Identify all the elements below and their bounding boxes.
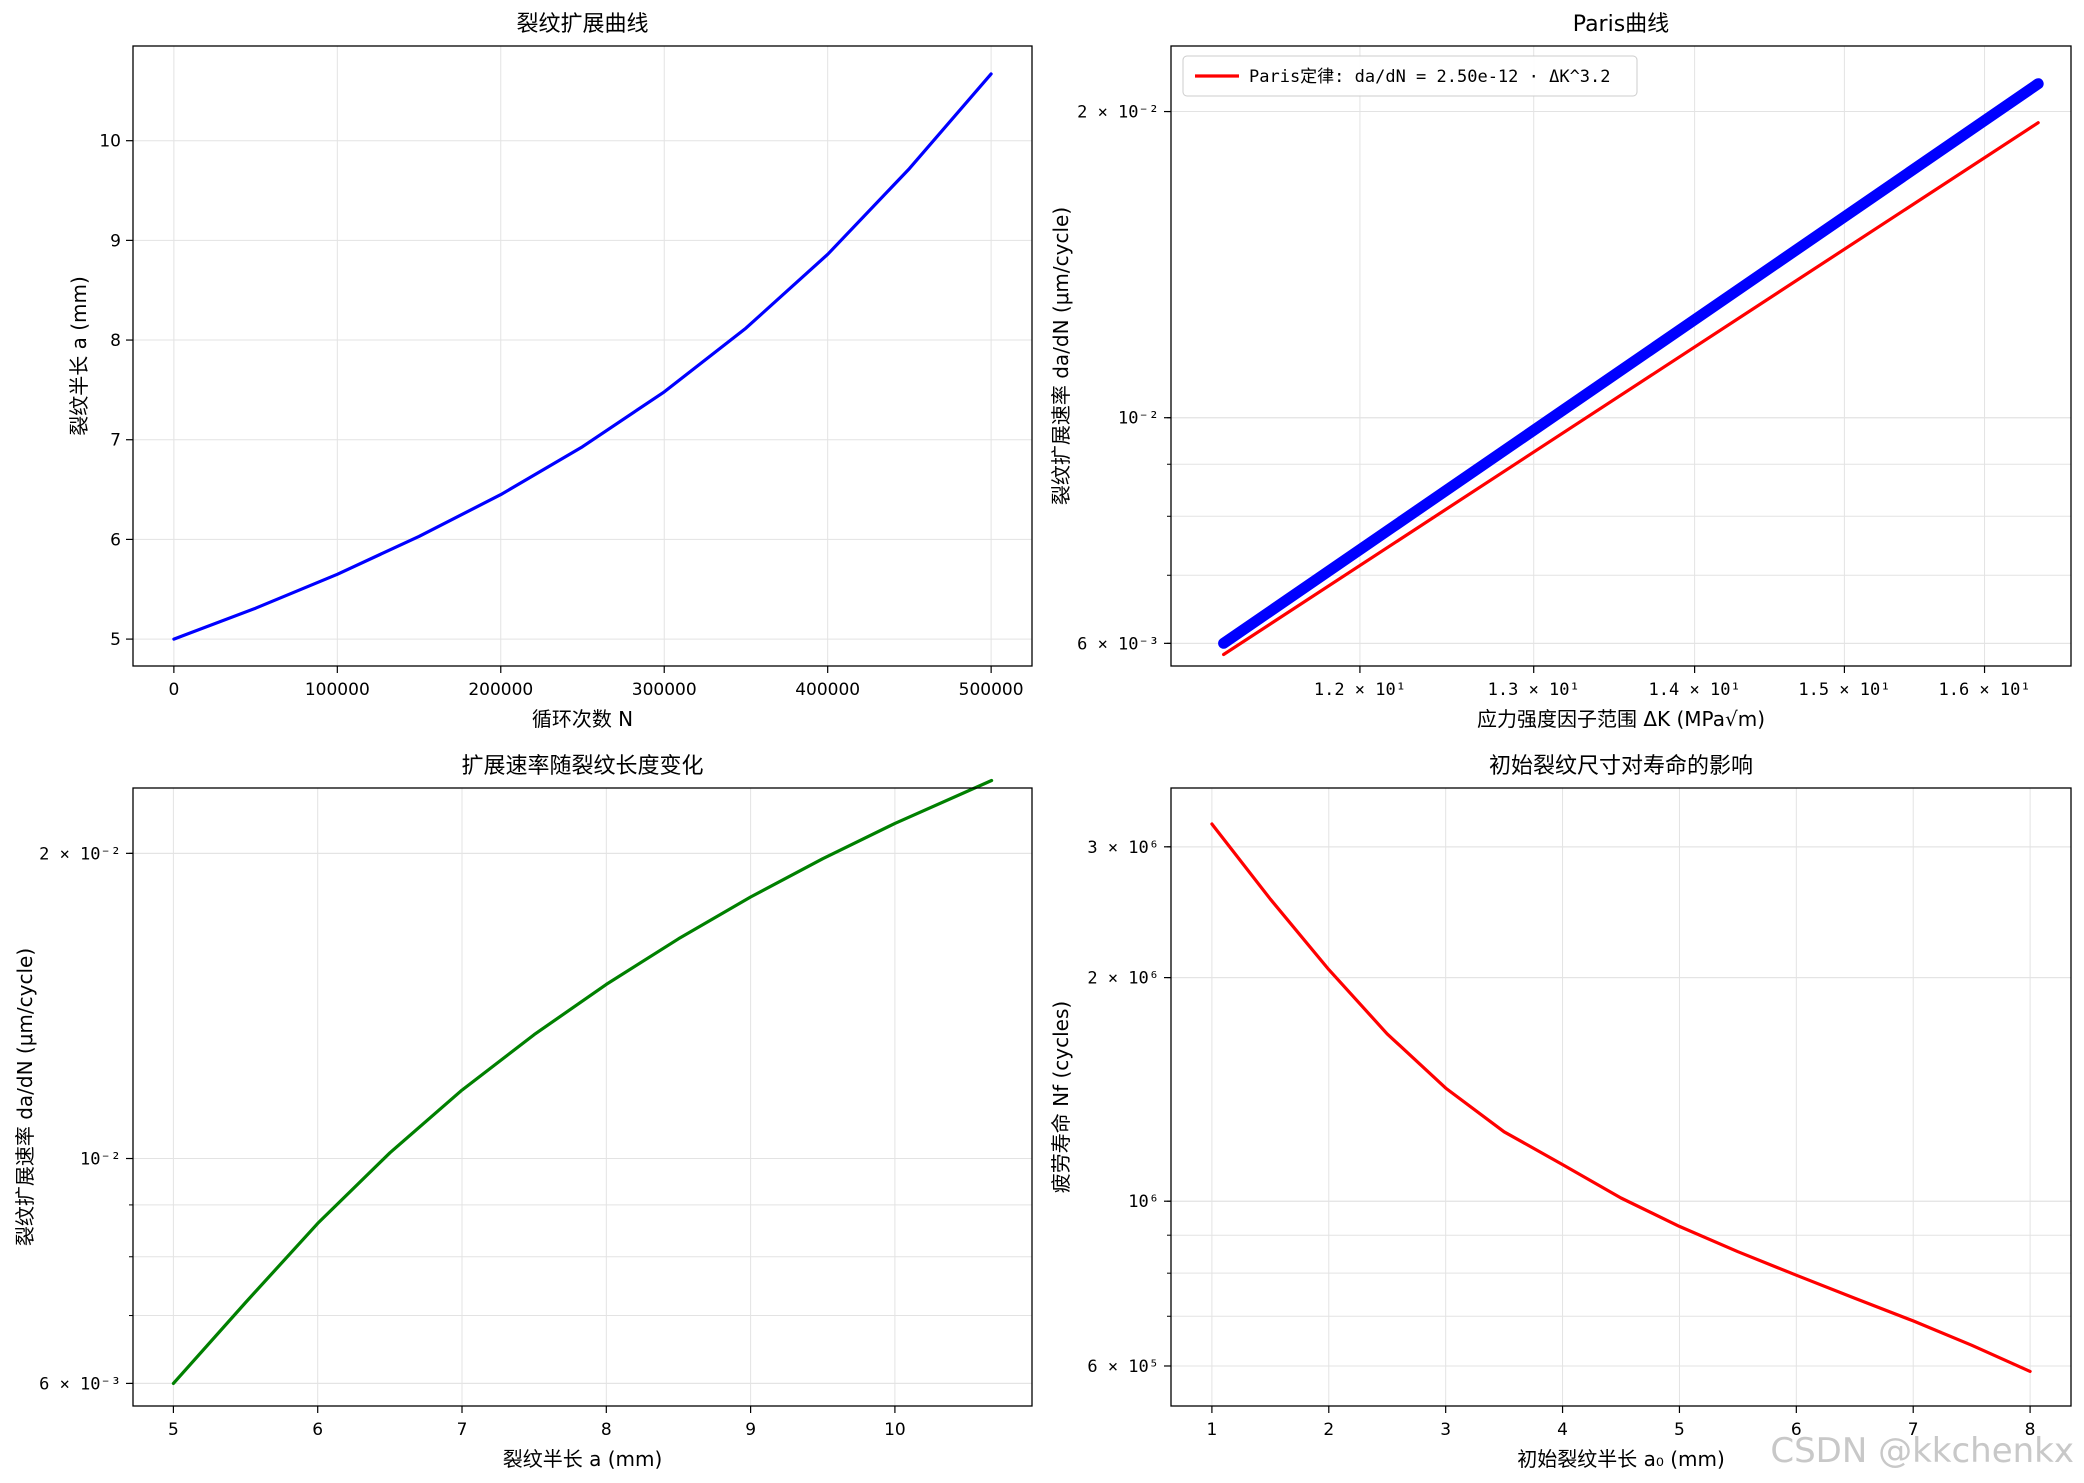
chart-panel-2: 1.2 × 10¹ 1.3 × 10¹ 1.4 × 10¹ 1.5 × 10¹ 1.6 … [1049, 12, 2072, 731]
tick-label-x: 6 [1791, 1420, 1802, 1440]
tick-label-y: 2 × 10⁶ [1087, 969, 1159, 989]
tick-label-y: 10⁻² [1118, 409, 1159, 429]
tick-label-x: 100000 [305, 680, 370, 700]
tick-label-x: 8 [601, 1420, 612, 1440]
watermark-text: CSDN @kkchenkx [1770, 1431, 2074, 1471]
tick-label-x: 2 [1323, 1420, 1334, 1440]
tick-label-x: 1.6 × 10¹ [1938, 680, 2030, 700]
chart-panel-1: 0 100000 200000 300000 400000 500000 5 6 7 8 9 10 裂纹… [67, 12, 1033, 731]
plot-frame [132, 787, 1033, 1407]
tick-label-x: 1.5 × 10¹ [1798, 680, 1890, 700]
tick-label-x: 5 [1674, 1420, 1685, 1440]
tick-label-x: 5 [168, 1420, 179, 1440]
x-axis-label: 裂纹半长 a (mm) [503, 1447, 663, 1471]
tick-label-y: 7 [110, 431, 121, 451]
tick-label-y: 5 [110, 630, 121, 650]
tick-label-x: 3 [1440, 1420, 1451, 1440]
x-axis-label: 初始裂纹半长 a₀ (mm) [1517, 1447, 1725, 1471]
plot-frame [132, 45, 1033, 667]
tick-label-y: 6 × 10⁻³ [39, 1374, 121, 1394]
tick-label-x: 200000 [468, 680, 533, 700]
tick-label-x: 400000 [795, 680, 860, 700]
tick-label-x: 8 [2025, 1420, 2036, 1440]
tick-label-x: 0 [168, 680, 179, 700]
tick-label-y: 10⁻² [80, 1150, 121, 1170]
tick-label-x: 1.4 × 10¹ [1649, 680, 1741, 700]
tick-label-x: 4 [1557, 1420, 1568, 1440]
series-line-1 [1222, 121, 2040, 657]
tick-label-y: 2 × 10⁻² [1077, 103, 1159, 123]
tick-label-y: 10 [99, 132, 121, 152]
x-axis-label: 循环次数 N [532, 707, 633, 731]
tick-label-x: 6 [312, 1420, 323, 1440]
chart-panel-3: 5 6 7 8 9 106 × 10⁻³10⁻²2 × 10⁻²扩展速率随裂纹长度变化裂纹… [13, 754, 1033, 1471]
series-line-2 [1218, 78, 2044, 649]
tick-label-y: 9 [110, 231, 121, 251]
legend-box [1182, 55, 1638, 97]
legend-label: Paris定律: da/dN = 2.50e-12 · ΔK^3.2 [1249, 67, 1611, 87]
plot-frame [1170, 45, 2072, 667]
chart-title: 裂纹扩展曲线 [516, 12, 648, 37]
tick-label-y: 3 × 10⁶ [1087, 838, 1159, 858]
series-line-1 [172, 72, 993, 641]
tick-label-y: 10⁶ [1128, 1192, 1159, 1212]
y-axis-label: 裂纹扩展速率 da/dN (μm/cycle) [13, 948, 37, 1246]
tick-label-y: 2 × 10⁻² [39, 844, 121, 864]
x-axis-label: 应力强度因子范围 ΔK (MPa√m) [1477, 707, 1765, 731]
tick-label-y: 8 [110, 331, 121, 351]
tick-label-x: 500000 [959, 680, 1024, 700]
plot-frame [1170, 787, 2072, 1407]
chart-title: 扩展速率随裂纹长度变化 [461, 754, 703, 779]
tick-label-x: 1 [1206, 1420, 1217, 1440]
y-axis-label: 裂纹半长 a (mm) [67, 276, 91, 436]
y-axis-label: 裂纹扩展速率 da/dN (μm/cycle) [1049, 207, 1073, 505]
y-axis-label: 疲劳寿命 Nf (cycles) [1049, 1001, 1073, 1193]
tick-label-x: 1.3 × 10¹ [1488, 680, 1580, 700]
legend: Paris定律: da/dN = 2.50e-12 · ΔK^3.2 [1182, 55, 1638, 97]
tick-label-x: 9 [745, 1420, 756, 1440]
series-line-1 [1210, 822, 2032, 1373]
tick-label-x: 7 [1908, 1420, 1919, 1440]
tick-label-x: 1.2 × 10¹ [1314, 680, 1406, 700]
chart-panel-4: 1 2 3 4 5 6 7 8 6 × 10⁵ 10⁶ 2 × 10⁶ 3 × 10⁶ 初始裂纹尺寸对寿… [1049, 754, 2072, 1471]
tick-label-x: 7 [457, 1420, 468, 1440]
tick-label-y: 6 [110, 530, 121, 550]
chart-title: 初始裂纹尺寸对寿命的影响 [1489, 754, 1753, 779]
chart-title: Paris曲线 [1573, 12, 1669, 37]
tick-label-x: 10 [884, 1420, 906, 1440]
tick-label-y: 6 × 10⁻³ [1077, 634, 1159, 654]
series-line-1 [171, 778, 994, 1385]
tick-label-y: 6 × 10⁵ [1087, 1357, 1159, 1377]
tick-label-x: 300000 [632, 680, 697, 700]
